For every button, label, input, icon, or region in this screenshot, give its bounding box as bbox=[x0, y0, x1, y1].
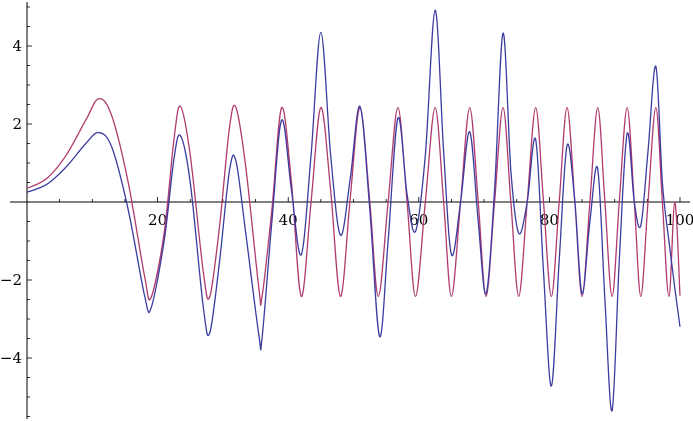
axis-ticks bbox=[27, 6, 681, 417]
y-tick-label: −4 bbox=[0, 349, 22, 367]
x-tick-label: 80 bbox=[540, 211, 559, 229]
axes bbox=[10, 2, 690, 419]
y-tick-label: −2 bbox=[0, 271, 22, 289]
series-group bbox=[26, 9, 681, 412]
x-tick-label: 100 bbox=[666, 211, 693, 229]
y-tick-label: 4 bbox=[12, 37, 22, 55]
x-tick-label: 20 bbox=[148, 211, 167, 229]
x-tick-label: 40 bbox=[279, 211, 298, 229]
y-tick-label: 2 bbox=[12, 115, 22, 133]
series-1-line bbox=[26, 97, 681, 306]
series-2-line bbox=[26, 9, 681, 412]
